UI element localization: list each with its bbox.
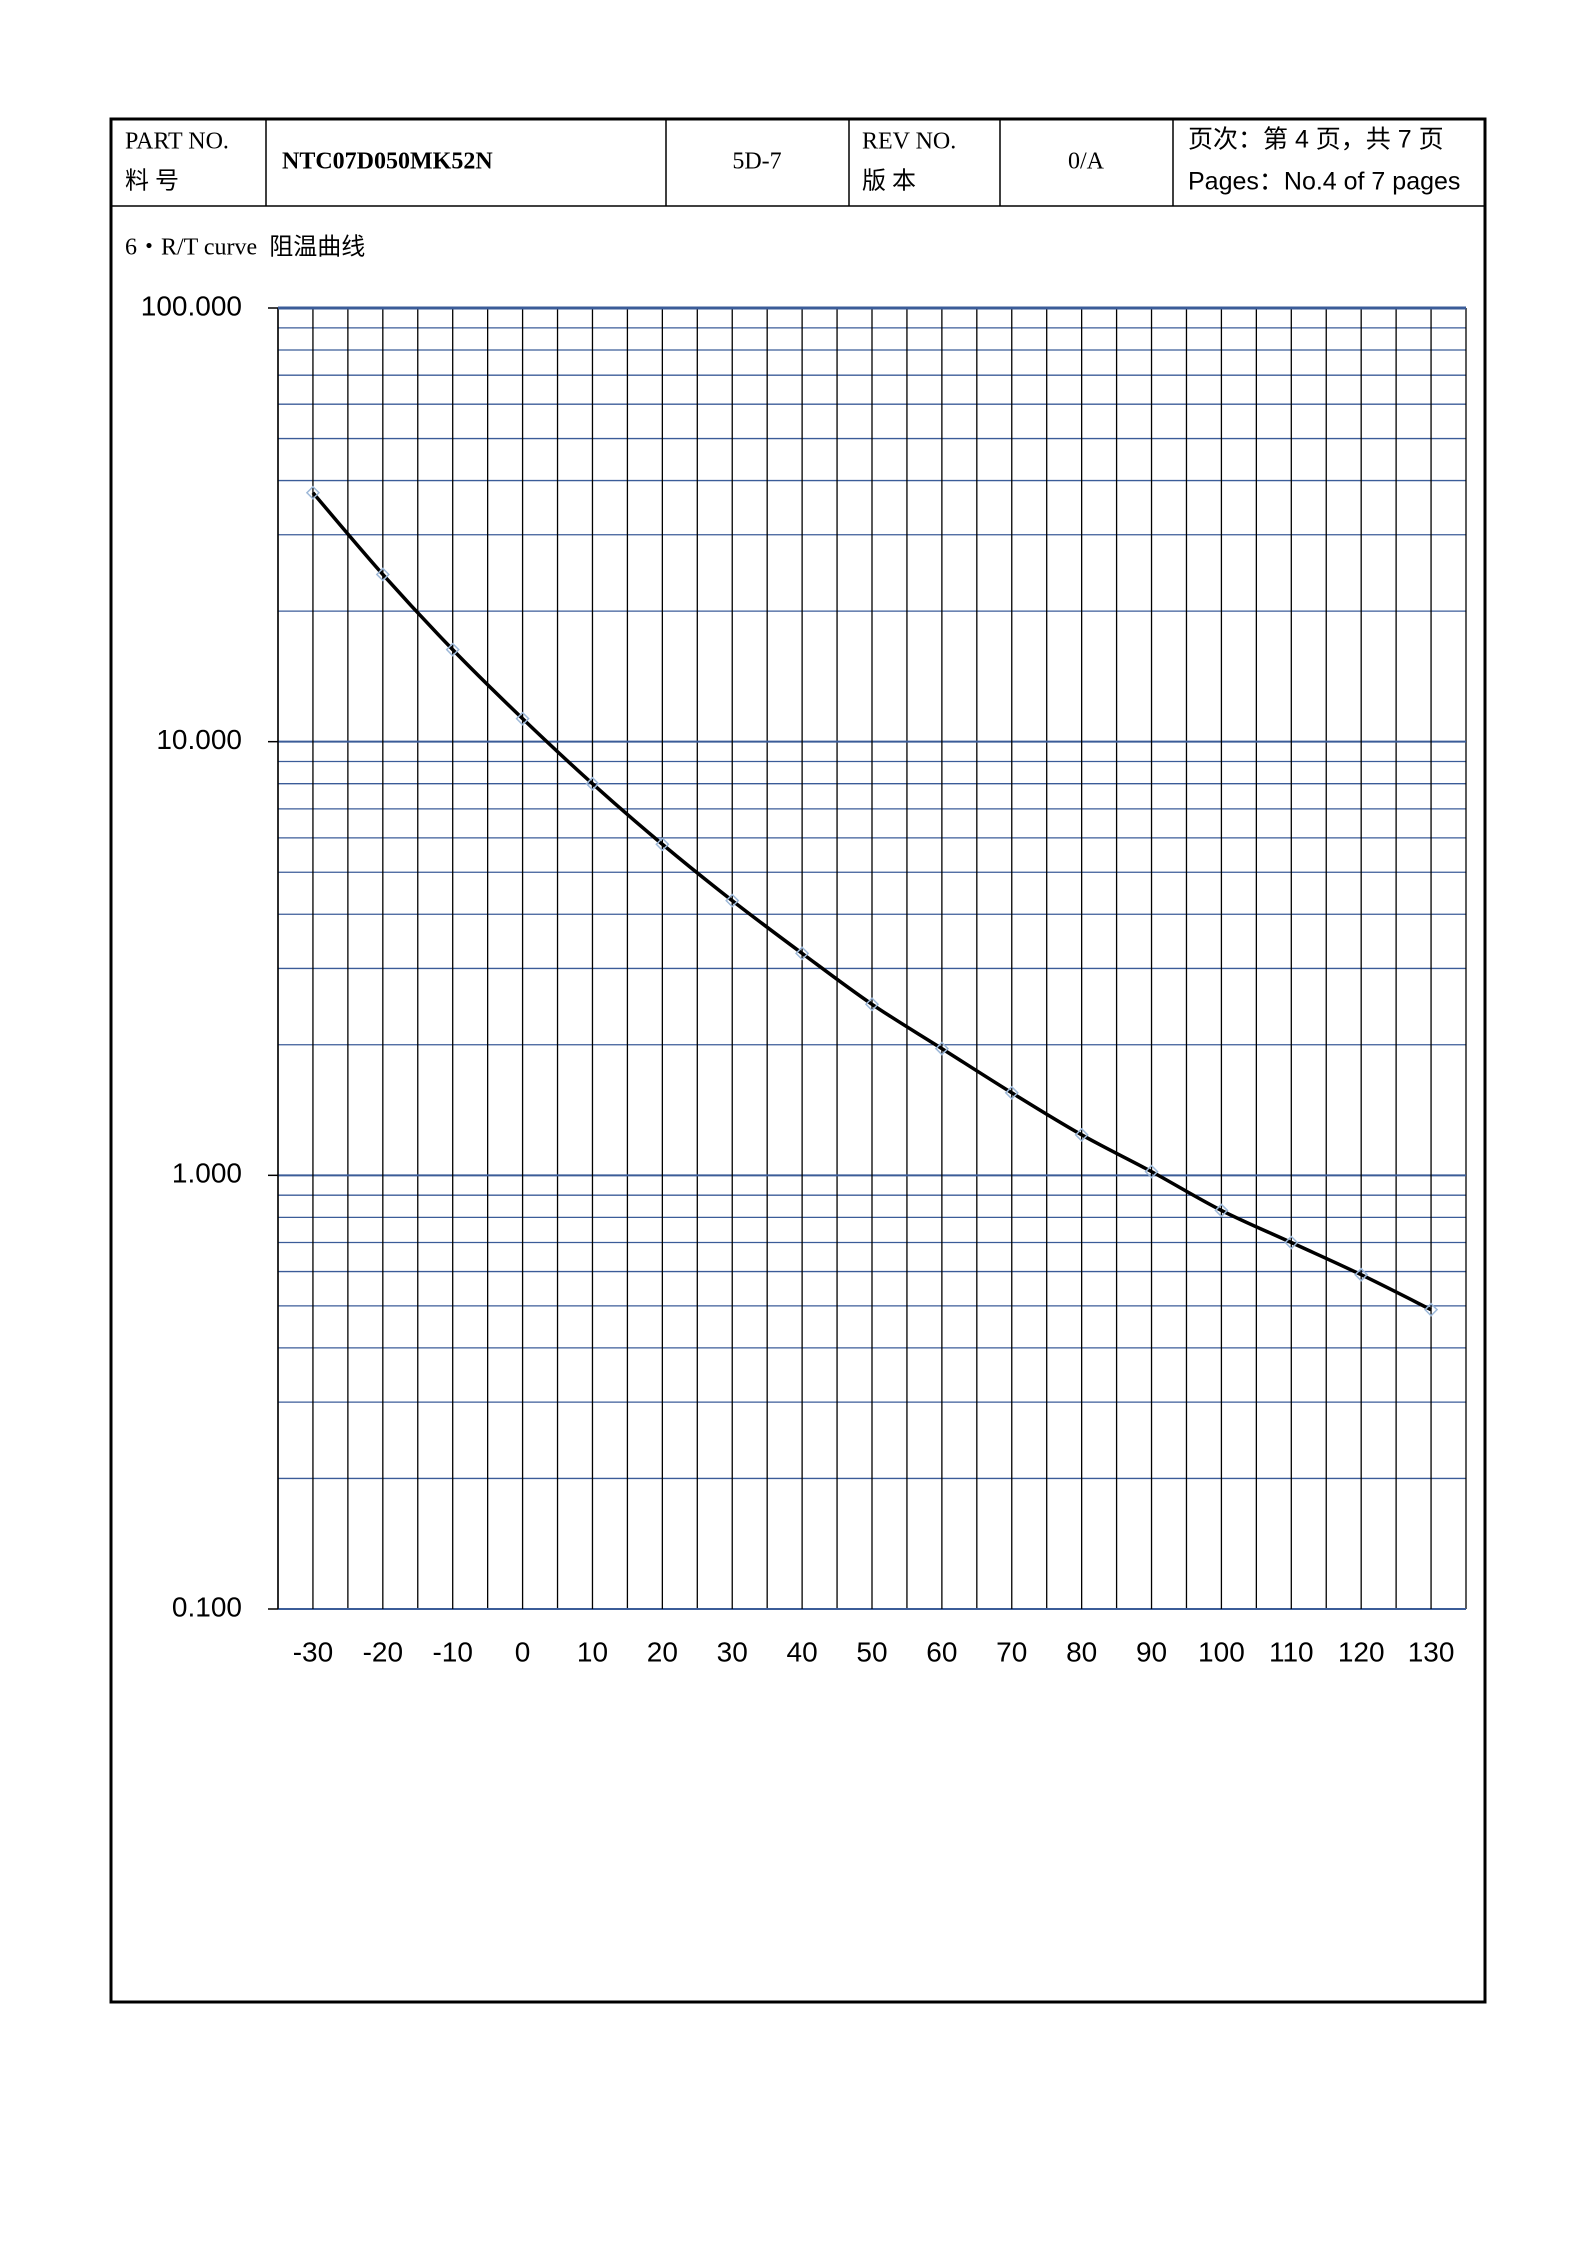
x-tick-label: 20 bbox=[647, 1636, 678, 1667]
y-tick-label: 1.000 bbox=[172, 1158, 242, 1189]
x-tick-label: 50 bbox=[856, 1636, 887, 1667]
data-point bbox=[934, 1041, 949, 1056]
data-point bbox=[1284, 1235, 1299, 1250]
x-tick-label: 100 bbox=[1198, 1636, 1245, 1667]
page-border bbox=[109, 117, 1487, 2004]
x-tick-label: -20 bbox=[363, 1636, 403, 1667]
x-tick-label: 80 bbox=[1066, 1636, 1097, 1667]
x-tick-label: -10 bbox=[432, 1636, 472, 1667]
rev: 0/A bbox=[1068, 149, 1105, 175]
data-point bbox=[795, 946, 810, 961]
chart: 0.100 1.000 10.000 100.000 -30 -20 -10 0 10 20 30 4… bbox=[141, 290, 1467, 1667]
data-point bbox=[1423, 1302, 1439, 1317]
y-tick-label: 100.000 bbox=[141, 290, 242, 321]
data-point bbox=[725, 893, 740, 908]
x-tick-label: 120 bbox=[1338, 1636, 1385, 1667]
x-tick-label: 70 bbox=[996, 1636, 1027, 1667]
x-tick-label: 10 bbox=[577, 1636, 608, 1667]
rev-label-cn: 版 本 bbox=[862, 168, 916, 195]
data-point bbox=[1074, 1127, 1089, 1142]
data-point bbox=[655, 837, 670, 852]
data-point bbox=[585, 776, 600, 791]
model: 5D-7 bbox=[732, 149, 781, 175]
x-tick-label: 130 bbox=[1408, 1636, 1455, 1667]
part-no: NTC07D050MK52N bbox=[282, 149, 493, 175]
x-tick-label: 0 bbox=[515, 1636, 531, 1667]
data-point bbox=[305, 485, 321, 500]
data-point bbox=[1354, 1267, 1369, 1282]
data-point bbox=[445, 642, 460, 657]
rev-label: REV NO. bbox=[862, 129, 956, 155]
data-point bbox=[1004, 1085, 1019, 1100]
data-point bbox=[1214, 1203, 1229, 1218]
part-label: PART NO. bbox=[125, 129, 229, 155]
data-point bbox=[515, 711, 530, 726]
y-tick-label: 0.100 bbox=[172, 1591, 242, 1622]
page-cn: 页次：第 4 页，共 7 页 bbox=[1188, 126, 1444, 154]
y-tick-label: 10.000 bbox=[156, 724, 242, 755]
data-point bbox=[375, 567, 390, 582]
x-tick-label: 90 bbox=[1136, 1636, 1167, 1667]
x-tick-label: 40 bbox=[787, 1636, 818, 1667]
data-point bbox=[864, 997, 880, 1012]
header-dividers bbox=[265, 119, 1174, 206]
x-tick-label: 60 bbox=[926, 1636, 957, 1667]
x-tick-label: 110 bbox=[1269, 1636, 1314, 1667]
x-tick-label: 30 bbox=[717, 1636, 748, 1667]
part-label-cn: 料 号 bbox=[125, 168, 179, 195]
data-point bbox=[1144, 1164, 1159, 1179]
page-en: Pages：No.4 of 7 pages bbox=[1188, 168, 1460, 196]
section-title: 6・R/T curve 阻温曲线 bbox=[125, 234, 365, 261]
x-tick-label: -30 bbox=[293, 1636, 333, 1667]
